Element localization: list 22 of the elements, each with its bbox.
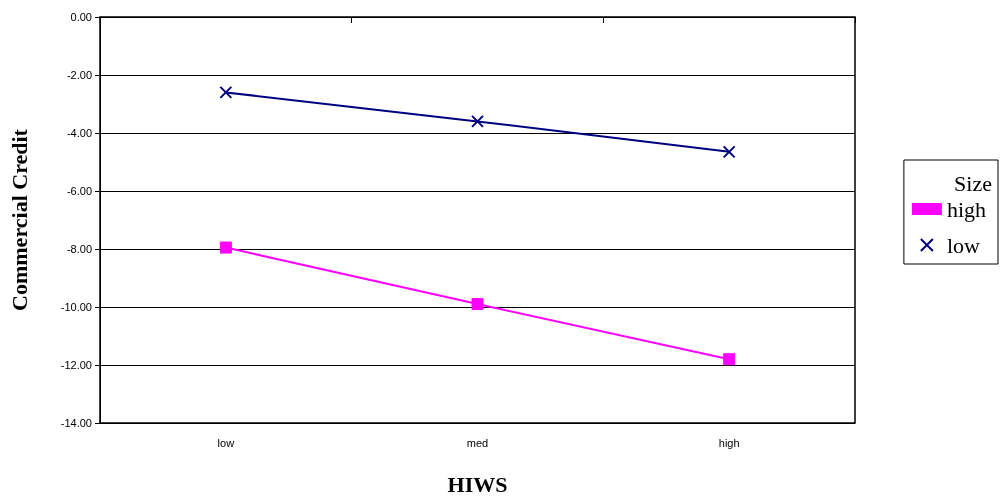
- point: [471, 298, 484, 311]
- x-tick-label: high: [718, 436, 740, 449]
- point: [219, 85, 233, 99]
- x-tick-label: low: [217, 436, 235, 449]
- point: [219, 241, 232, 254]
- point: [723, 353, 736, 366]
- legend-label: low: [946, 232, 980, 258]
- y-tick-label: -12.00: [60, 359, 92, 371]
- y-tick-label: -6.00: [66, 185, 92, 197]
- legend-title: Size: [954, 170, 993, 196]
- y-tick-label: -10.00: [60, 301, 92, 313]
- y-tick-label: 0.00: [70, 11, 92, 23]
- legend-label: high: [946, 196, 987, 222]
- point: [722, 145, 736, 159]
- y-axis-title: Commercial Credit: [6, 128, 32, 311]
- point: [471, 114, 484, 128]
- y-tick-label: -2.00: [66, 69, 92, 81]
- y-tick-label: -4.00: [66, 127, 92, 139]
- x-axis-title: HIWS: [447, 471, 508, 497]
- y-tick-label: -8.00: [66, 243, 92, 255]
- x-tick-label: med: [466, 436, 489, 449]
- y-tick-label: -14.00: [60, 417, 92, 429]
